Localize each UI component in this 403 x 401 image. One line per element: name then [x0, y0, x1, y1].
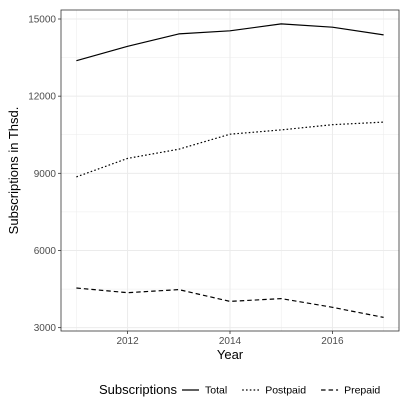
legend-label-total: Total	[205, 385, 227, 397]
legend-item-postpaid: Postpaid	[242, 385, 306, 397]
y-tick-label: 6000	[34, 246, 57, 257]
y-tick-label: 12000	[28, 92, 56, 103]
series-line-postpaid	[76, 121, 384, 178]
x-axis-title: Year	[217, 347, 244, 362]
series-line-prepaid	[76, 287, 384, 318]
grid	[61, 10, 399, 331]
series-line-total	[76, 23, 384, 62]
legend-title: Subscriptions	[99, 382, 178, 397]
legend-label-postpaid: Postpaid	[265, 385, 306, 397]
x-tick-label: 2012	[116, 336, 139, 347]
series-lines	[76, 23, 384, 318]
y-tick-label: 15000	[28, 15, 56, 26]
legend-item-total: Total	[182, 385, 227, 397]
legend-item-prepaid: Prepaid	[321, 385, 380, 397]
y-axis-title: Subscriptions in Thsd.	[6, 107, 21, 235]
axes: 2012 2014 2016 3000 6000 9000 12000 15000	[28, 15, 344, 347]
legend: Subscriptions Total Postpaid Prepaid	[99, 382, 380, 397]
x-tick-label: 2014	[219, 336, 242, 347]
legend-label-prepaid: Prepaid	[344, 385, 380, 397]
x-tick-label: 2016	[321, 336, 344, 347]
y-tick-label: 3000	[34, 323, 57, 334]
y-tick-label: 9000	[34, 169, 57, 180]
